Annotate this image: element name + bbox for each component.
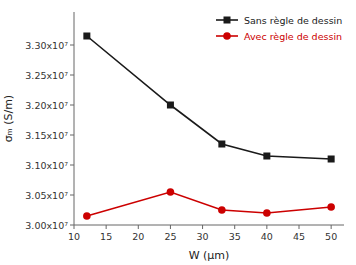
y-tick: [70, 225, 74, 226]
y-tick-label: 3.30x10⁷: [25, 40, 68, 51]
series-marker: [218, 141, 225, 148]
x-tick: [170, 225, 171, 229]
series-marker: [167, 102, 174, 109]
y-tick: [70, 135, 74, 136]
series-marker: [328, 156, 335, 163]
y-axis-line: [74, 12, 75, 225]
y-tick: [70, 105, 74, 106]
y-tick-label: 3.10x10⁷: [25, 160, 68, 171]
x-tick-label: 15: [100, 231, 112, 242]
y-tick-label: 3.20x10⁷: [25, 100, 68, 111]
series-marker: [263, 153, 270, 160]
series-line: [87, 36, 331, 159]
x-tick-label: 25: [164, 231, 176, 242]
x-tick: [299, 225, 300, 229]
x-axis-line: [74, 225, 344, 226]
legend-label: Avec règle de dessin: [244, 31, 342, 42]
y-tick: [70, 195, 74, 196]
x-tick: [266, 225, 267, 229]
x-tick: [74, 225, 75, 229]
x-tick-label: 35: [229, 231, 241, 242]
y-tick-label: 3.05x10⁷: [25, 190, 68, 201]
plot-area: [83, 33, 335, 220]
x-tick: [331, 225, 332, 229]
x-tick-label: 20: [132, 231, 144, 242]
x-tick: [106, 225, 107, 229]
legend-label: Sans règle de dessin: [244, 15, 342, 26]
legend-marker: [223, 32, 231, 40]
legend-marker: [224, 17, 231, 24]
y-tick: [70, 45, 74, 46]
x-tick: [234, 225, 235, 229]
y-tick-label: 3.00x10⁷: [25, 220, 68, 231]
x-tick-label: 50: [325, 231, 337, 242]
series-marker: [327, 203, 335, 211]
series-marker: [167, 188, 175, 196]
series-marker: [263, 209, 271, 217]
x-axis-label: W (μm): [189, 249, 230, 262]
y-tick-label: 3.25x10⁷: [25, 70, 68, 81]
legend: Sans règle de dessin Avec règle de dessin: [216, 15, 342, 42]
x-tick-label: 10: [68, 231, 80, 242]
chart: 10 15 20 25 30 35 40 45 50 3.00x10⁷ 3.05x10⁷ 3.10x1…: [0, 0, 356, 265]
y-tick-label: 3.15x10⁷: [25, 130, 68, 141]
series-line: [87, 192, 331, 216]
series-marker: [83, 212, 91, 220]
y-tick: [70, 75, 74, 76]
x-tick: [202, 225, 203, 229]
series-marker: [218, 206, 226, 214]
x-tick: [138, 225, 139, 229]
x-tick-label: 45: [293, 231, 305, 242]
series-marker: [83, 33, 90, 40]
x-tick-label: 30: [197, 231, 209, 242]
y-tick: [70, 165, 74, 166]
x-tick-label: 40: [261, 231, 273, 242]
y-axis-label: σₘ (S/m): [2, 95, 15, 142]
